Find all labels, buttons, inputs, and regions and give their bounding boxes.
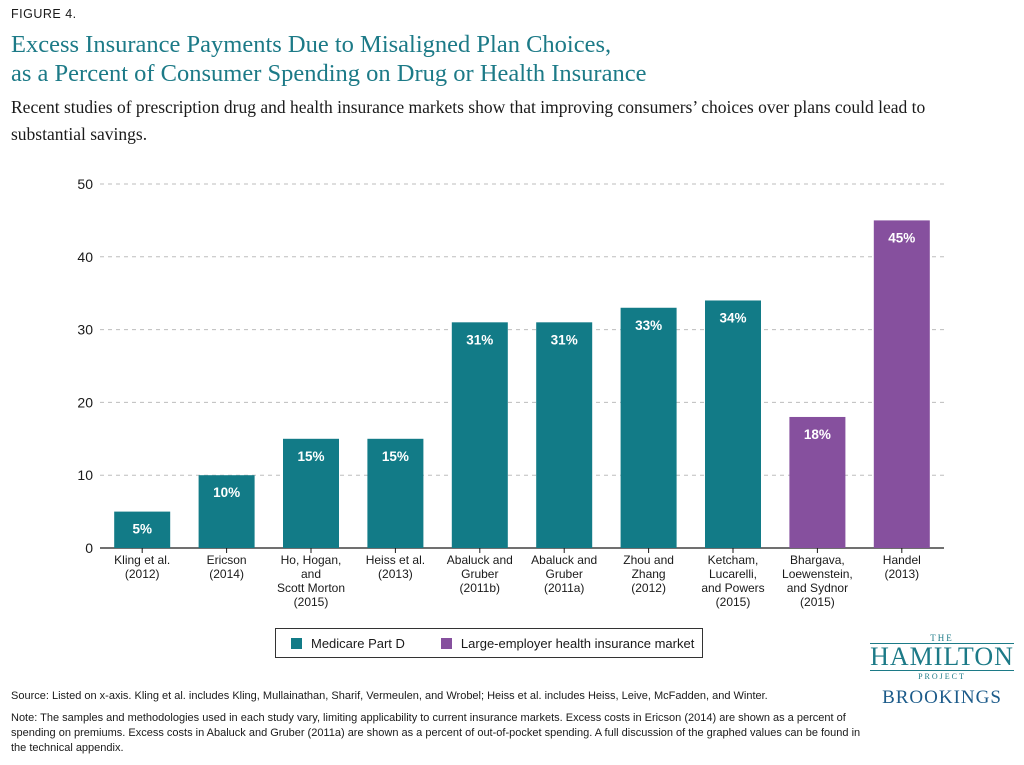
y-tick-label: 30 [77,322,93,338]
methodology-note: Note: The samples and methodologies used… [11,712,861,754]
x-category-label-line: (2015) [800,595,835,609]
bar-value-label: 15% [382,449,409,464]
bar [451,322,508,548]
logo-brookings-text: BROOKINGS [882,687,1002,708]
x-category-label: Handel (2013) [883,553,921,581]
x-category-label: Bhargava, Loewenstein, and Sydnor (2015) [782,553,853,609]
chart-title-line-2: as a Percent of Consumer Spending on Dru… [11,60,647,87]
bar-value-label: 34% [719,310,746,325]
bar [789,416,846,548]
x-category-label-line: (2012) [631,581,666,595]
legend-label-medicare: Medicare Part D [311,635,405,651]
x-category-label-line: Gruber [546,567,583,581]
bar [367,438,424,548]
chart-subtitle: Recent studies of prescription drug and … [11,97,926,144]
y-tick-label: 40 [77,249,93,265]
x-category-label-line: Ho, Hogan, [281,553,342,567]
x-category-label: Ketcham, Lucarelli, and Powers (2015) [701,553,764,609]
x-category-label-line: Bhargava, [790,553,845,567]
x-category-label: Zhou and Zhang (2012) [623,553,674,595]
x-category-label-line: (2011b) [460,581,500,595]
x-category-label-line: Zhang [632,567,666,581]
x-category-label: Abaluck and Gruber (2011a) [531,553,597,595]
bar-value-label: 5% [132,522,152,537]
x-category-label: Ho, Hogan, and Scott Morton (2015) [277,553,345,609]
y-tick-label: 0 [85,540,93,556]
x-category-label: Ericson (2014) [207,553,247,581]
bar-value-label: 45% [888,230,915,245]
x-category-label-line: Loewenstein, [782,567,853,581]
x-category-label-line: Kling et al. [114,553,170,567]
bar [198,475,255,548]
y-tick-label: 20 [77,394,93,410]
x-category-label-line: Ketcham, [708,553,759,567]
x-category-label-line: Heiss et al. [366,553,425,567]
logo-project-text: PROJECT [918,672,966,681]
x-category-label-line: (2013) [378,567,413,581]
x-category-label-line: (2011a) [544,581,584,595]
x-category-label-line: (2014) [209,567,244,581]
bar [114,511,171,548]
x-category-label-line: Gruber [461,567,498,581]
x-category-label-line: Scott Morton [277,581,345,595]
x-category-label-line: (2015) [294,595,329,609]
legend-swatch-medicare [291,637,302,649]
chart-title: Excess Insurance Payments Due to Misalig… [11,30,646,88]
bar-value-label: 31% [466,332,493,347]
x-category-label-line: (2015) [716,595,751,609]
bar-value-label: 31% [551,332,578,347]
x-category-label-line: (2012) [125,567,160,581]
bar [873,220,930,548]
x-category-label-line: and Sydnor [787,581,848,595]
x-category-label: Heiss et al. (2013) [366,553,425,581]
chart-title-line-1: Excess Insurance Payments Due to Misalig… [11,31,612,58]
source-note: Source: Listed on x-axis. Kling et al. i… [11,690,768,702]
bar [283,438,339,548]
bar [620,307,677,548]
legend-swatch-employer [440,637,452,649]
legend: Medicare Part D Large-employer health in… [275,628,703,658]
x-category-label-line: and Powers [701,581,764,595]
y-tick-label: 50 [77,176,93,192]
legend-item-employer: Large-employer health insurance market [440,635,695,651]
x-category-label-line: and [301,567,321,581]
bar [705,300,761,548]
y-tick-label: 10 [77,467,93,483]
legend-label-employer: Large-employer health insurance market [460,635,695,651]
x-category-label-line: Abaluck and [447,553,513,567]
bar [536,322,593,548]
bar-value-label: 10% [213,485,240,500]
x-category-label: Abaluck and Gruber (2011b) [447,553,513,595]
x-category-label-line: Handel [883,553,921,567]
bar-value-label: 15% [297,449,324,464]
logo-the-text: THE [930,633,954,643]
x-category-label-line: (2013) [884,567,919,581]
x-category-label-line: Zhou and [623,553,674,567]
x-category-label-line: Lucarelli, [709,567,757,581]
bar-value-label: 18% [804,427,831,442]
x-category-label: Kling et al. (2012) [114,553,170,581]
logo-hamilton-text: HAMILTON [870,642,1014,671]
legend-item-medicare: Medicare Part D [291,636,405,651]
hamilton-brookings-logo: THE HAMILTON PROJECT BROOKINGS [862,633,1022,708]
bar-value-label: 33% [635,318,662,333]
x-category-label-line: Ericson [207,553,247,567]
figure-label: FIGURE 4. [11,7,77,21]
x-category-label-line: Abaluck and [531,553,597,567]
